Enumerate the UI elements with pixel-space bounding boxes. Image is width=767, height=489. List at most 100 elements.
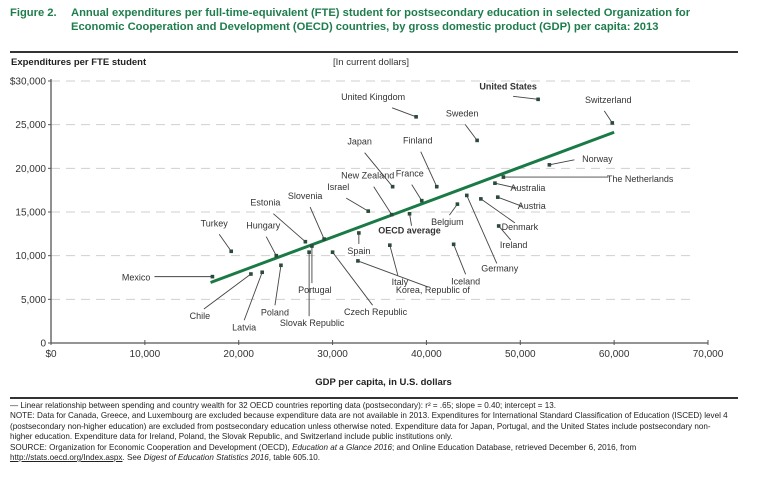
- data-point: [493, 181, 497, 185]
- data-point: [310, 244, 314, 248]
- leader-line: [603, 110, 613, 124]
- leader-line: [332, 251, 373, 306]
- point-label: Denmark: [502, 222, 539, 232]
- source-see: . See: [122, 453, 144, 463]
- leader-line: [357, 260, 429, 288]
- data-point: [495, 195, 500, 199]
- data-point: [279, 263, 283, 268]
- data-point: [419, 198, 424, 203]
- source-text: SOURCE: Organization for Economic Cooper…: [10, 443, 730, 464]
- point-label: Germany: [481, 263, 519, 273]
- point-label: The Netherlands: [607, 174, 674, 184]
- source-title-1: Education at a Glance 2016: [292, 442, 392, 452]
- figure-number: Figure 2.: [10, 7, 57, 19]
- gridlines: [51, 80, 695, 300]
- leader-line: [389, 245, 399, 276]
- x-tick-label: $0: [45, 349, 57, 360]
- point-label: France: [396, 169, 424, 179]
- data-point: [455, 202, 460, 206]
- y-tick-label: 0: [40, 339, 46, 350]
- leader-line: [243, 272, 263, 321]
- data-point: [229, 249, 234, 254]
- data-point: [303, 239, 308, 244]
- units-note: [In current dollars]: [333, 57, 410, 68]
- x-tick-label: 10,000: [130, 349, 161, 360]
- point-label: Italy: [392, 277, 409, 287]
- y-tick-label: 10,000: [15, 251, 46, 262]
- leader-line: [549, 159, 575, 166]
- x-axis-label: GDP per capita, in U.S. dollars: [315, 377, 452, 388]
- leader-line: [364, 152, 393, 187]
- x-tick-label: 40,000: [411, 349, 442, 360]
- notes: — Linear relationship between spending a…: [10, 401, 730, 463]
- point-label: Slovenia: [288, 191, 323, 201]
- data-point: [414, 115, 418, 119]
- point-label: Chile: [190, 311, 211, 321]
- point-labels: Mexico Chile Latvia Turkey Hungary Poland Esto…: [122, 81, 674, 332]
- point-label: United Kingdom: [341, 92, 405, 102]
- source-mid: ; and Online Education Database, retriev…: [391, 442, 637, 452]
- leader-line: [497, 196, 522, 207]
- leader-line: [513, 95, 539, 100]
- footer-rule: [10, 397, 738, 399]
- data-point: [210, 274, 215, 279]
- data-point: [356, 259, 360, 263]
- leader-line: [346, 197, 369, 212]
- data-point: [274, 253, 279, 258]
- leader-line: [409, 213, 412, 226]
- point-label: Austria: [518, 201, 546, 211]
- leader-line: [453, 244, 467, 275]
- data-point: [479, 197, 483, 201]
- data-points: [210, 97, 615, 279]
- point-label: Poland: [261, 307, 289, 317]
- point-label: Australia: [510, 183, 545, 193]
- leader-line: [373, 186, 393, 215]
- point-label: Latvia: [232, 322, 256, 332]
- point-label: New Zealand: [341, 171, 394, 181]
- data-point: [451, 242, 456, 247]
- leader-line: [498, 225, 512, 241]
- y-tick-label: 20,000: [15, 164, 46, 175]
- leader-line: [203, 273, 252, 310]
- note-text: NOTE: Data for Canada, Greece, and Luxem…: [10, 411, 728, 442]
- data-point: [307, 250, 311, 254]
- y-axis-label: Expenditures per FTE student: [11, 57, 147, 68]
- x-tick-label: 20,000: [223, 349, 254, 360]
- data-point: [388, 243, 392, 247]
- point-label: Mexico: [122, 273, 151, 283]
- trend-note: — Linear relationship between spending a…: [10, 401, 556, 410]
- leader-line: [265, 236, 277, 256]
- point-label: Estonia: [250, 198, 280, 208]
- point-label: Spain: [347, 246, 370, 256]
- leader-line: [494, 182, 518, 189]
- point-label: Czech Republic: [344, 307, 408, 317]
- leader-line: [273, 213, 306, 243]
- data-point: [610, 121, 615, 125]
- point-label: United States: [479, 81, 537, 91]
- point-label: Korea, Republic of: [396, 285, 471, 295]
- point-label: Hungary: [246, 221, 281, 231]
- point-label: Slovak Republic: [280, 318, 345, 328]
- source-title-2: Digest of Education Statistics 2016: [143, 453, 269, 463]
- point-label: Iceland: [451, 276, 480, 286]
- leader-line: [411, 184, 423, 201]
- data-point: [501, 175, 506, 179]
- source-link[interactable]: http://stats.oecd.org/Index.aspx: [10, 453, 123, 463]
- point-label: Israel: [327, 182, 349, 192]
- leader-line: [464, 124, 478, 141]
- leader-lines: [154, 95, 613, 321]
- data-point: [322, 237, 326, 241]
- leader-line: [391, 107, 417, 118]
- y-tick-label: $30,000: [10, 77, 47, 88]
- y-tick-label: 15,000: [15, 208, 46, 219]
- data-point: [464, 193, 469, 198]
- data-point: [434, 184, 439, 189]
- source-end: , table 605.10.: [268, 453, 321, 463]
- data-point: [260, 270, 264, 275]
- point-label: Ireland: [500, 240, 528, 250]
- point-label: Japan: [347, 137, 372, 147]
- point-label: Norway: [582, 154, 613, 164]
- leader-line: [274, 265, 282, 306]
- data-point: [547, 163, 552, 167]
